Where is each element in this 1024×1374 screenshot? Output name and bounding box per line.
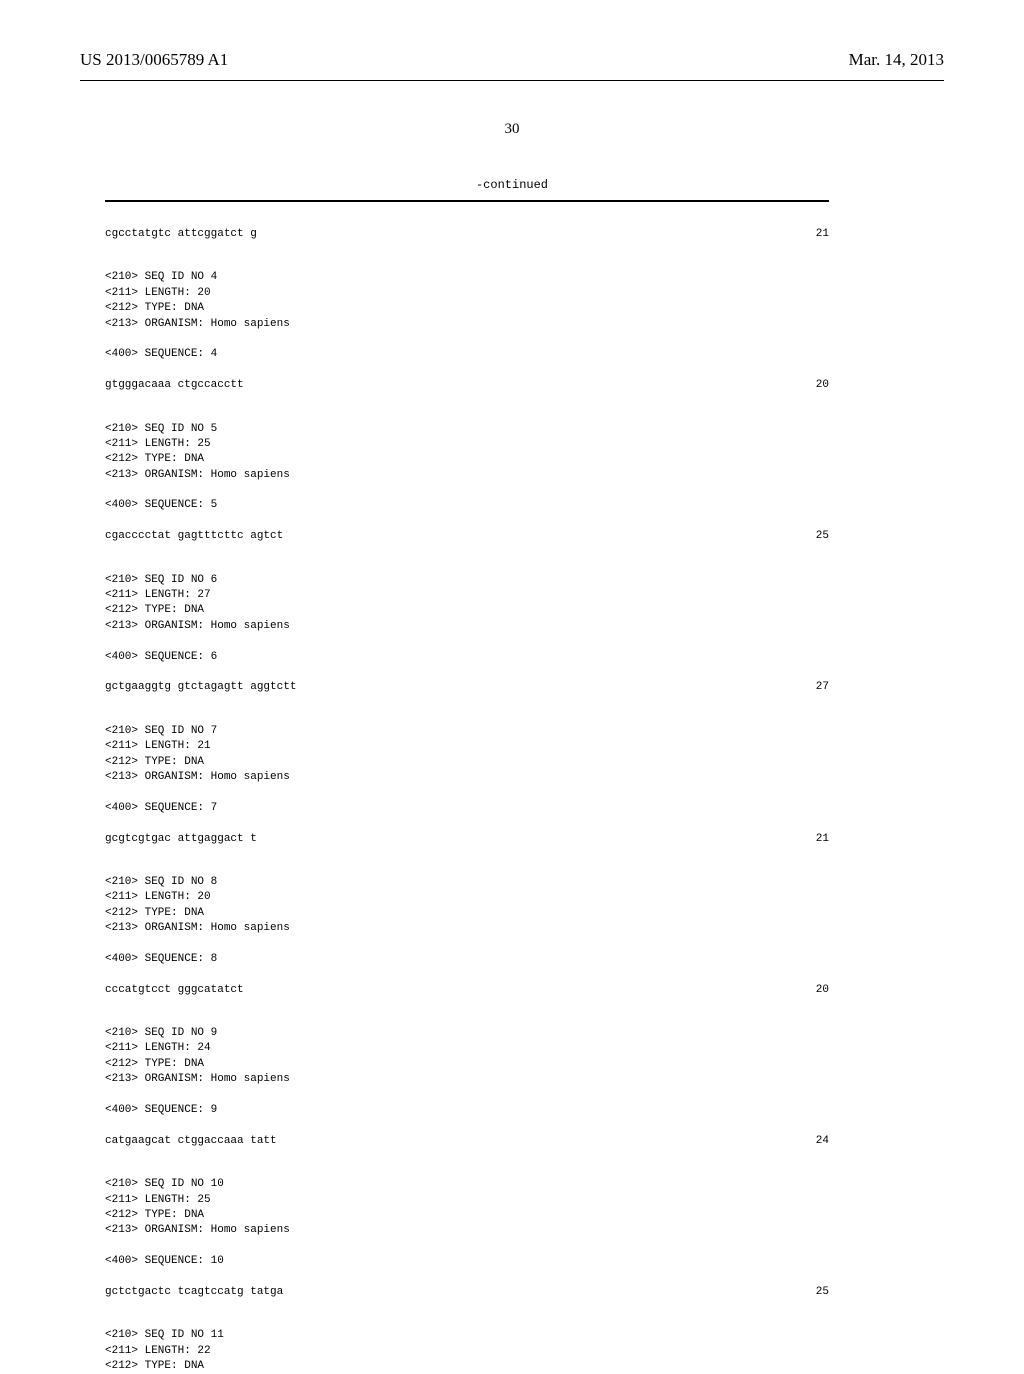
sequence-block: <210> SEQ ID NO 10<211> LENGTH: 25<212> … [105,1177,829,1300]
sequence-length: 27 [816,680,829,695]
sequence-meta-line: <212> TYPE: DNA [105,603,829,618]
continued-label: -continued [80,178,944,192]
sequence-meta-line: <213> ORGANISM: Homo sapiens [105,619,829,634]
sequence-meta-line: <213> ORGANISM: Homo sapiens [105,468,829,483]
sequence-listing: cgcctatgtc attcggatct g21<210> SEQ ID NO… [105,227,829,1374]
sequence-text: gcgtcgtgac attgaggact t [105,832,257,847]
sequence-block: <210> SEQ ID NO 6<211> LENGTH: 27<212> T… [105,573,829,696]
sequence-label: <400> SEQUENCE: 5 [105,498,829,513]
spacer [105,514,829,529]
sequence-meta-line: <212> TYPE: DNA [105,906,829,921]
sequence-meta-line: <213> ORGANISM: Homo sapiens [105,1223,829,1238]
sequence-meta-line: <213> ORGANISM: Homo sapiens [105,317,829,332]
patent-number: US 2013/0065789 A1 [80,50,228,70]
content-top-divider [105,200,829,202]
sequence-data-line: gtgggacaaa ctgccacctt 20 [105,378,829,393]
spacer [105,785,829,800]
sequence-meta-line: <210> SEQ ID NO 5 [105,422,829,437]
sequence-length: 20 [816,378,829,393]
sequence-meta-line: <211> LENGTH: 25 [105,1193,829,1208]
sequence-meta-line: <211> LENGTH: 27 [105,588,829,603]
sequence-meta-line: <212> TYPE: DNA [105,301,829,316]
sequence-data-line: gctctgactc tcagtccatg tatga 25 [105,1285,829,1300]
sequence-meta-line: <212> TYPE: DNA [105,452,829,467]
sequence-meta-line: <212> TYPE: DNA [105,1208,829,1223]
sequence-meta-line: <211> LENGTH: 24 [105,1041,829,1056]
sequence-meta-line: <210> SEQ ID NO 6 [105,573,829,588]
sequence-meta-line: <212> TYPE: DNA [105,1359,829,1374]
sequence-meta-line: <210> SEQ ID NO 9 [105,1026,829,1041]
sequence-length: 20 [816,983,829,998]
sequence-data-line: gctgaaggtg gtctagagtt aggtctt 27 [105,680,829,695]
sequence-label: <400> SEQUENCE: 4 [105,347,829,362]
sequence-block: <210> SEQ ID NO 7<211> LENGTH: 21<212> T… [105,724,829,847]
sequence-length: 25 [816,529,829,544]
sequence-meta-line: <210> SEQ ID NO 7 [105,724,829,739]
sequence-block: <210> SEQ ID NO 11<211> LENGTH: 22<212> … [105,1328,829,1374]
sequence-text: gctgaaggtg gtctagagtt aggtctt [105,680,296,695]
sequence-data-line: cgcctatgtc attcggatct g 21 [105,227,829,242]
sequence-length: 21 [816,832,829,847]
sequence-block: <210> SEQ ID NO 4<211> LENGTH: 20<212> T… [105,270,829,393]
sequence-meta-line: <211> LENGTH: 25 [105,437,829,452]
sequence-data-line: cgacccctat gagtttcttc agtct 25 [105,529,829,544]
spacer [105,1239,829,1254]
spacer [105,665,829,680]
sequence-meta-line: <213> ORGANISM: Homo sapiens [105,921,829,936]
sequence-label: <400> SEQUENCE: 8 [105,952,829,967]
spacer [105,1269,829,1284]
sequence-data-line: catgaagcat ctggaccaaa tatt 24 [105,1134,829,1149]
spacer [105,967,829,982]
sequence-length: 24 [816,1134,829,1149]
sequence-label: <400> SEQUENCE: 9 [105,1103,829,1118]
spacer [105,363,829,378]
sequence-meta-line: <211> LENGTH: 22 [105,1344,829,1359]
sequence-meta-line: <210> SEQ ID NO 4 [105,270,829,285]
sequence-meta-line: <213> ORGANISM: Homo sapiens [105,1072,829,1087]
sequence-text: gtgggacaaa ctgccacctt [105,378,244,393]
page-header: US 2013/0065789 A1 Mar. 14, 2013 [80,50,944,70]
sequence-meta-line: <210> SEQ ID NO 11 [105,1328,829,1343]
sequence-block: <210> SEQ ID NO 8<211> LENGTH: 20<212> T… [105,875,829,998]
sequence-block: <210> SEQ ID NO 9<211> LENGTH: 24<212> T… [105,1026,829,1149]
sequence-meta-line: <210> SEQ ID NO 10 [105,1177,829,1192]
sequence-meta-line: <210> SEQ ID NO 8 [105,875,829,890]
spacer [105,936,829,951]
sequence-length: 25 [816,1285,829,1300]
sequence-meta-line: <211> LENGTH: 20 [105,890,829,905]
sequence-meta-line: <212> TYPE: DNA [105,755,829,770]
header-divider [80,80,944,81]
sequence-label: <400> SEQUENCE: 6 [105,650,829,665]
spacer [105,1118,829,1133]
sequence-text: cgacccctat gagtttcttc agtct [105,529,283,544]
sequence-text: gctctgactc tcagtccatg tatga [105,1285,283,1300]
spacer [105,634,829,649]
sequence-meta-line: <211> LENGTH: 20 [105,286,829,301]
sequence-meta-line: <213> ORGANISM: Homo sapiens [105,770,829,785]
sequence-meta-line: <212> TYPE: DNA [105,1057,829,1072]
sequence-text: catgaagcat ctggaccaaa tatt [105,1134,277,1149]
page-number: 30 [80,121,944,138]
spacer [105,483,829,498]
sequence-text: cgcctatgtc attcggatct g [105,227,257,242]
sequence-data-line: cccatgtcct gggcatatct 20 [105,983,829,998]
spacer [105,1088,829,1103]
sequence-meta-line: <211> LENGTH: 21 [105,739,829,754]
sequence-data-line: gcgtcgtgac attgaggact t 21 [105,832,829,847]
sequence-label: <400> SEQUENCE: 7 [105,801,829,816]
spacer [105,332,829,347]
sequence-length: 21 [816,227,829,242]
sequence-block: cgcctatgtc attcggatct g 21 [105,227,829,242]
sequence-text: cccatgtcct gggcatatct [105,983,244,998]
page-date: Mar. 14, 2013 [849,50,944,70]
spacer [105,816,829,831]
sequence-block: <210> SEQ ID NO 5<211> LENGTH: 25<212> T… [105,422,829,545]
sequence-label: <400> SEQUENCE: 10 [105,1254,829,1269]
